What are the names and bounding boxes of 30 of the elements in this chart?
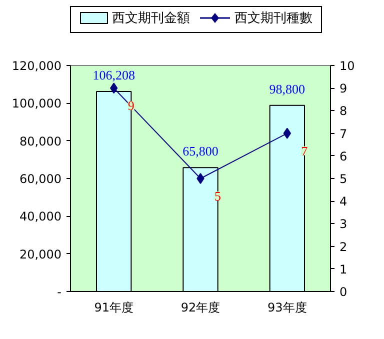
- y2-tick-label: 9: [340, 82, 348, 96]
- y-tick-label: 100,000: [12, 96, 62, 111]
- y-tick-label: 20,000: [20, 247, 62, 262]
- data-label: 9: [128, 98, 134, 114]
- data-label: 98,800: [269, 81, 306, 96]
- y-tick-label: -: [57, 285, 62, 299]
- data-label: 5: [214, 188, 221, 204]
- y-tick-label: 80,000: [20, 134, 62, 148]
- y2-tick-label: 6: [340, 149, 348, 164]
- y-tick-label: 120,000: [12, 59, 62, 73]
- x-tick-label: 93年度: [268, 300, 307, 314]
- y-tick-label: 60,000: [20, 172, 62, 186]
- y2-tick-label: 10: [340, 59, 355, 73]
- x-tick-label: 91年度: [94, 300, 134, 314]
- x-tick-label: 92年度: [180, 300, 220, 314]
- y2-tick-label: 4: [340, 194, 348, 209]
- data-label: 106,208: [92, 67, 135, 82]
- y2-tick-label: 8: [340, 104, 348, 118]
- y2-tick-label: 2: [340, 240, 348, 254]
- y2-tick-label: 5: [340, 172, 348, 186]
- legend-label: 西文期刊種數: [234, 11, 312, 26]
- point: [196, 173, 204, 184]
- y2-tick-label: 1: [340, 262, 348, 276]
- data-label: 65,800: [182, 144, 218, 159]
- y2-tick-label: 7: [340, 126, 348, 141]
- data-label: 7: [301, 143, 308, 158]
- y2-tick-label: 3: [340, 217, 348, 232]
- y2-tick-label: 0: [340, 285, 348, 299]
- legend-label: 西文期刊金額: [112, 11, 190, 26]
- y-tick-label: 40,000: [20, 210, 62, 224]
